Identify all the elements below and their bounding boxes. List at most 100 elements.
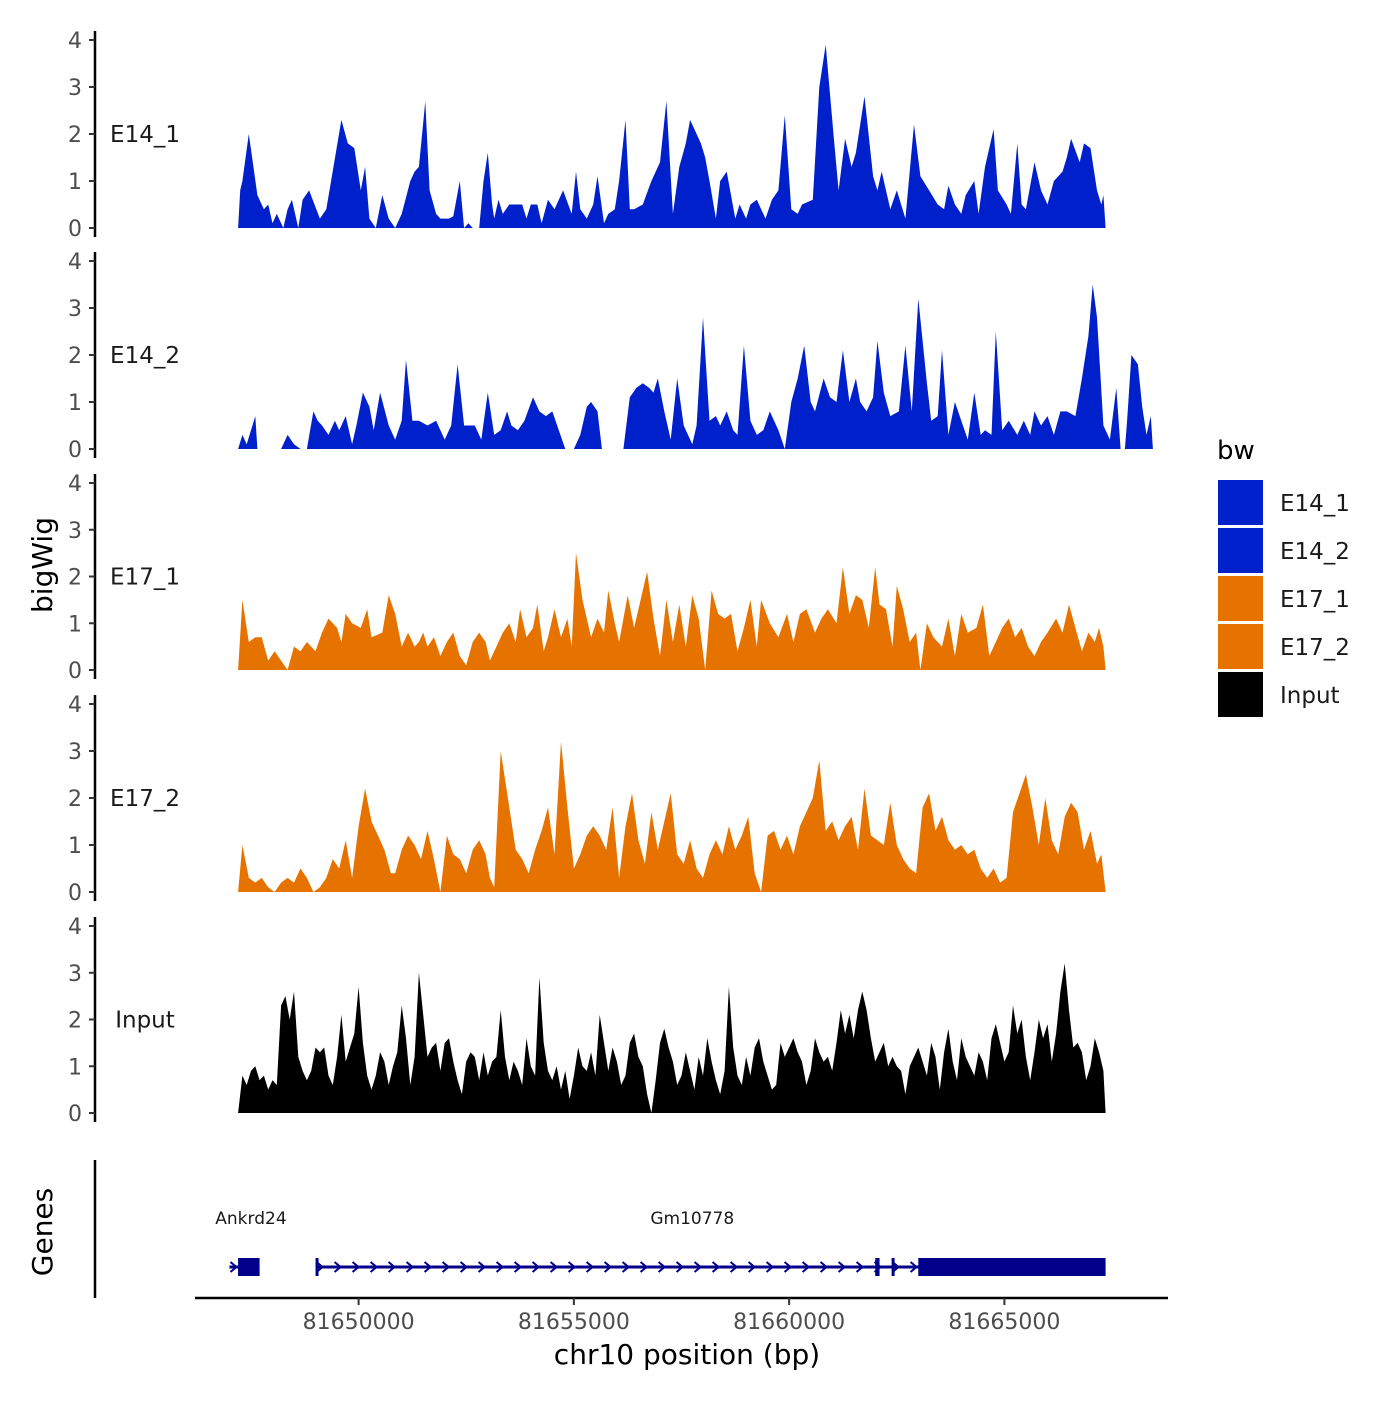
strand-arrow-icon bbox=[639, 1261, 649, 1273]
x-axis: 81650000 81655000 81660000 81665000 bbox=[195, 1296, 1168, 1335]
exon-block bbox=[315, 1258, 319, 1276]
exon-block bbox=[875, 1258, 880, 1276]
track-label-E14_1: E14_1 bbox=[110, 122, 180, 148]
y-tick-label: 0 bbox=[68, 438, 82, 463]
tracks-layer: 0 1 2 3 4 E14_1 0 1 2 3 4 E14_2 0 1 2 3 4 E17_1 0 1 2 3 4 E17_2… bbox=[68, 29, 1153, 1127]
area-E17_1 bbox=[238, 553, 1106, 670]
y-tick-label: 2 bbox=[68, 344, 82, 369]
exon-block bbox=[918, 1258, 1106, 1276]
y-tick-label: 3 bbox=[68, 76, 82, 101]
x-tick-label: 81650000 bbox=[303, 1310, 415, 1335]
y-tick-label: 4 bbox=[68, 29, 82, 54]
x-tick-label: 81665000 bbox=[948, 1310, 1060, 1335]
legend-swatch-E17_1 bbox=[1218, 576, 1263, 621]
strand-arrow-icon bbox=[567, 1261, 577, 1273]
legend-title: bw bbox=[1217, 436, 1255, 466]
y-tick-label: 0 bbox=[68, 1102, 82, 1127]
legend-label-E17_1: E17_1 bbox=[1280, 587, 1350, 613]
gene-label-Ankrd24: Ankrd24 bbox=[215, 1209, 286, 1229]
strand-arrow-icon bbox=[369, 1261, 379, 1273]
y-tick-label: 1 bbox=[68, 612, 82, 637]
exon-block bbox=[238, 1258, 260, 1276]
legend-swatch-Input bbox=[1218, 672, 1263, 717]
genes-layer: Ankrd24 Gm10778 bbox=[93, 1160, 1106, 1298]
x-tick-label: 81655000 bbox=[518, 1310, 630, 1335]
strand-arrow-icon bbox=[531, 1261, 541, 1273]
gene-Gm10778: Gm10778 bbox=[315, 1209, 1106, 1276]
strand-arrow-icon bbox=[459, 1261, 469, 1273]
y-tick-label: 1 bbox=[68, 391, 82, 416]
legend-label-E14_1: E14_1 bbox=[1280, 491, 1350, 517]
exon-block bbox=[891, 1258, 895, 1276]
y-tick-label: 1 bbox=[68, 170, 82, 195]
area-E14_2 bbox=[238, 284, 1153, 449]
y-tick-label: 0 bbox=[68, 659, 82, 684]
area-Input bbox=[238, 963, 1106, 1113]
legend-label-E17_2: E17_2 bbox=[1280, 635, 1350, 661]
strand-arrow-icon bbox=[819, 1261, 829, 1273]
x-tick-label: 81660000 bbox=[733, 1310, 845, 1335]
legend: bw E14_1 E14_2 E17_1 E17_2 Input bbox=[1217, 436, 1350, 717]
legend-swatch-E14_1 bbox=[1218, 480, 1263, 525]
legend-swatch-E14_2 bbox=[1218, 528, 1263, 573]
y-tick-label: 2 bbox=[68, 1009, 82, 1034]
y-tick-label: 2 bbox=[68, 123, 82, 148]
strand-arrow-icon bbox=[621, 1261, 631, 1273]
strand-arrow-icon bbox=[315, 1261, 325, 1273]
strand-arrow-icon bbox=[657, 1261, 667, 1273]
strand-arrow-icon bbox=[603, 1261, 613, 1273]
genes-axis-title: Genes bbox=[26, 1188, 59, 1276]
track-label-E17_2: E17_2 bbox=[110, 786, 180, 812]
strand-arrow-icon bbox=[675, 1261, 685, 1273]
track-E17_2: 0 1 2 3 4 E17_2 bbox=[68, 693, 1106, 906]
strand-arrow-icon bbox=[387, 1261, 397, 1273]
y-tick-label: 3 bbox=[68, 519, 82, 544]
y-tick-label: 1 bbox=[68, 1055, 82, 1080]
legend-label-Input: Input bbox=[1280, 683, 1340, 709]
strand-arrow-icon bbox=[477, 1261, 487, 1273]
strand-arrow-icon bbox=[441, 1261, 451, 1273]
y-tick-label: 3 bbox=[68, 740, 82, 765]
y-tick-label: 3 bbox=[68, 297, 82, 322]
strand-arrow-icon bbox=[333, 1261, 343, 1273]
gene-label-Gm10778: Gm10778 bbox=[650, 1209, 734, 1229]
strand-arrow-icon bbox=[585, 1261, 595, 1273]
strand-arrow-icon bbox=[405, 1261, 415, 1273]
strand-arrow-icon bbox=[693, 1261, 703, 1273]
strand-arrow-icon bbox=[909, 1261, 919, 1273]
legend-swatch-E17_2 bbox=[1218, 624, 1263, 669]
strand-arrow-icon bbox=[765, 1261, 775, 1273]
y-tick-label: 1 bbox=[68, 834, 82, 859]
area-E14_1 bbox=[238, 44, 1106, 229]
y-tick-label: 4 bbox=[68, 915, 82, 940]
strand-arrow-icon bbox=[729, 1261, 739, 1273]
y-tick-label: 3 bbox=[68, 962, 82, 987]
track-label-E14_2: E14_2 bbox=[110, 343, 180, 369]
track-label-Input: Input bbox=[115, 1008, 175, 1034]
y-tick-label: 2 bbox=[68, 566, 82, 591]
strand-arrow-icon bbox=[513, 1261, 523, 1273]
x-axis-title: chr10 position (bp) bbox=[554, 1338, 820, 1371]
legend-label-E14_2: E14_2 bbox=[1280, 539, 1350, 565]
strand-arrow-icon bbox=[855, 1261, 865, 1273]
track-E14_1: 0 1 2 3 4 E14_1 bbox=[68, 29, 1106, 242]
strand-arrow-icon bbox=[423, 1261, 433, 1273]
track-E14_2: 0 1 2 3 4 E14_2 bbox=[68, 250, 1153, 463]
track-Input: 0 1 2 3 4 Input bbox=[68, 915, 1106, 1127]
strand-arrow-icon bbox=[837, 1261, 847, 1273]
y-tick-label: 4 bbox=[68, 250, 82, 275]
strand-arrow-icon bbox=[229, 1261, 239, 1273]
track-label-E17_1: E17_1 bbox=[110, 565, 180, 591]
strand-arrow-icon bbox=[549, 1261, 559, 1273]
y-tick-label: 0 bbox=[68, 881, 82, 906]
track-E17_1: 0 1 2 3 4 E17_1 bbox=[68, 472, 1106, 684]
gene-Ankrd24: Ankrd24 bbox=[215, 1209, 287, 1276]
y-tick-label: 0 bbox=[68, 217, 82, 242]
strand-arrow-icon bbox=[783, 1261, 793, 1273]
area-E17_2 bbox=[238, 741, 1106, 892]
strand-arrow-icon bbox=[495, 1261, 505, 1273]
y-tick-label: 4 bbox=[68, 472, 82, 497]
strand-arrow-icon bbox=[801, 1261, 811, 1273]
